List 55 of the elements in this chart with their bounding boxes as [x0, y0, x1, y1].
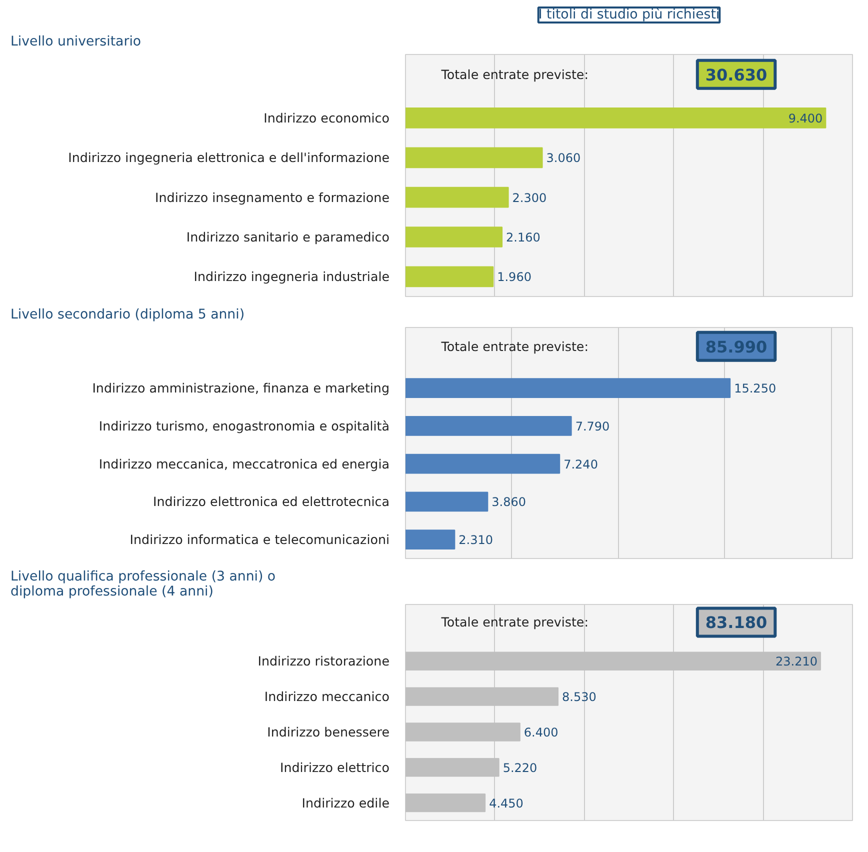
y-tick-label: Indirizzo benessere — [267, 724, 390, 740]
y-tick-label: Indirizzo insegnamento e formazione — [155, 190, 390, 205]
text: Livello secondario (diploma 5 anni) — [10, 308, 245, 322]
data-label: 5.220 — [502, 760, 538, 775]
y-tick-label: Indirizzo economico — [264, 110, 390, 126]
data-label: 9.400 — [788, 111, 823, 126]
data-label: 7.240 — [564, 457, 598, 472]
text: Livello qualifica professionale (3 anni) o diploma professionale (4 anni) — [10, 570, 276, 600]
data-label: 1.960 — [497, 270, 532, 284]
bar — [406, 226, 503, 248]
y-tick-label: Indirizzo meccanico — [264, 689, 390, 704]
y-tick-label: Indirizzo turismo, enogastronomia e ospitalità — [98, 418, 390, 434]
bar — [406, 186, 509, 208]
bar — [406, 454, 560, 474]
data-label: 2.160 — [506, 230, 540, 244]
data-label: 6.400 — [524, 725, 558, 740]
y-tick-label: Indirizzo elettrico — [280, 760, 390, 775]
y-tick-label: Indirizzo edile — [302, 795, 390, 810]
data-label: 23.210 — [776, 654, 818, 669]
y-tick-label: Indirizzo sanitario e paramedico — [186, 229, 390, 244]
bar — [406, 652, 821, 671]
y-tick-label: Indirizzo ristorazione — [258, 654, 390, 669]
text: Totale entrate previste: — [440, 66, 588, 82]
data-label: 8.530 — [562, 690, 596, 704]
y-tick-label: Indirizzo ingegneria industriale — [194, 269, 390, 284]
data-label: 3.860 — [492, 495, 526, 510]
bar — [406, 378, 731, 398]
bar — [406, 147, 543, 168]
bar — [406, 722, 520, 742]
bar — [406, 687, 559, 706]
bar — [406, 758, 500, 777]
y-tick-label: Indirizzo meccanica, meccatronica ed energia — [98, 456, 390, 472]
text: Totale entrate previste: — [440, 614, 588, 630]
data-label: 4.450 — [489, 796, 524, 810]
bar — [406, 416, 572, 436]
data-label: 7.790 — [575, 419, 610, 434]
data-label: 3.060 — [546, 151, 581, 166]
text: 85.990 — [705, 337, 768, 356]
y-tick-label: Indirizzo informatica e telecomunicazioni — [130, 532, 390, 548]
text: Totale entrate previste: — [440, 338, 588, 354]
y-tick-label: Indirizzo elettronica ed elettrotecnica — [152, 494, 390, 510]
bar — [406, 108, 826, 128]
text: 83.180 — [705, 613, 768, 632]
chart-title: I titoli di studio più richiesti — [538, 8, 720, 22]
y-tick-label: Indirizzo ingegneria elettronica e dell'informazione — [68, 150, 390, 166]
bar — [406, 492, 488, 512]
text: Livello universitario — [10, 34, 142, 50]
bar — [406, 793, 486, 812]
y-tick-label: Indirizzo amministrazione, finanza e marketing — [92, 380, 390, 396]
text: 30.630 — [705, 65, 768, 84]
bar — [406, 266, 494, 288]
data-label: 2.310 — [458, 533, 494, 548]
data-label: 15.250 — [734, 382, 776, 396]
data-label: 2.300 — [512, 190, 547, 205]
bar — [406, 530, 456, 550]
